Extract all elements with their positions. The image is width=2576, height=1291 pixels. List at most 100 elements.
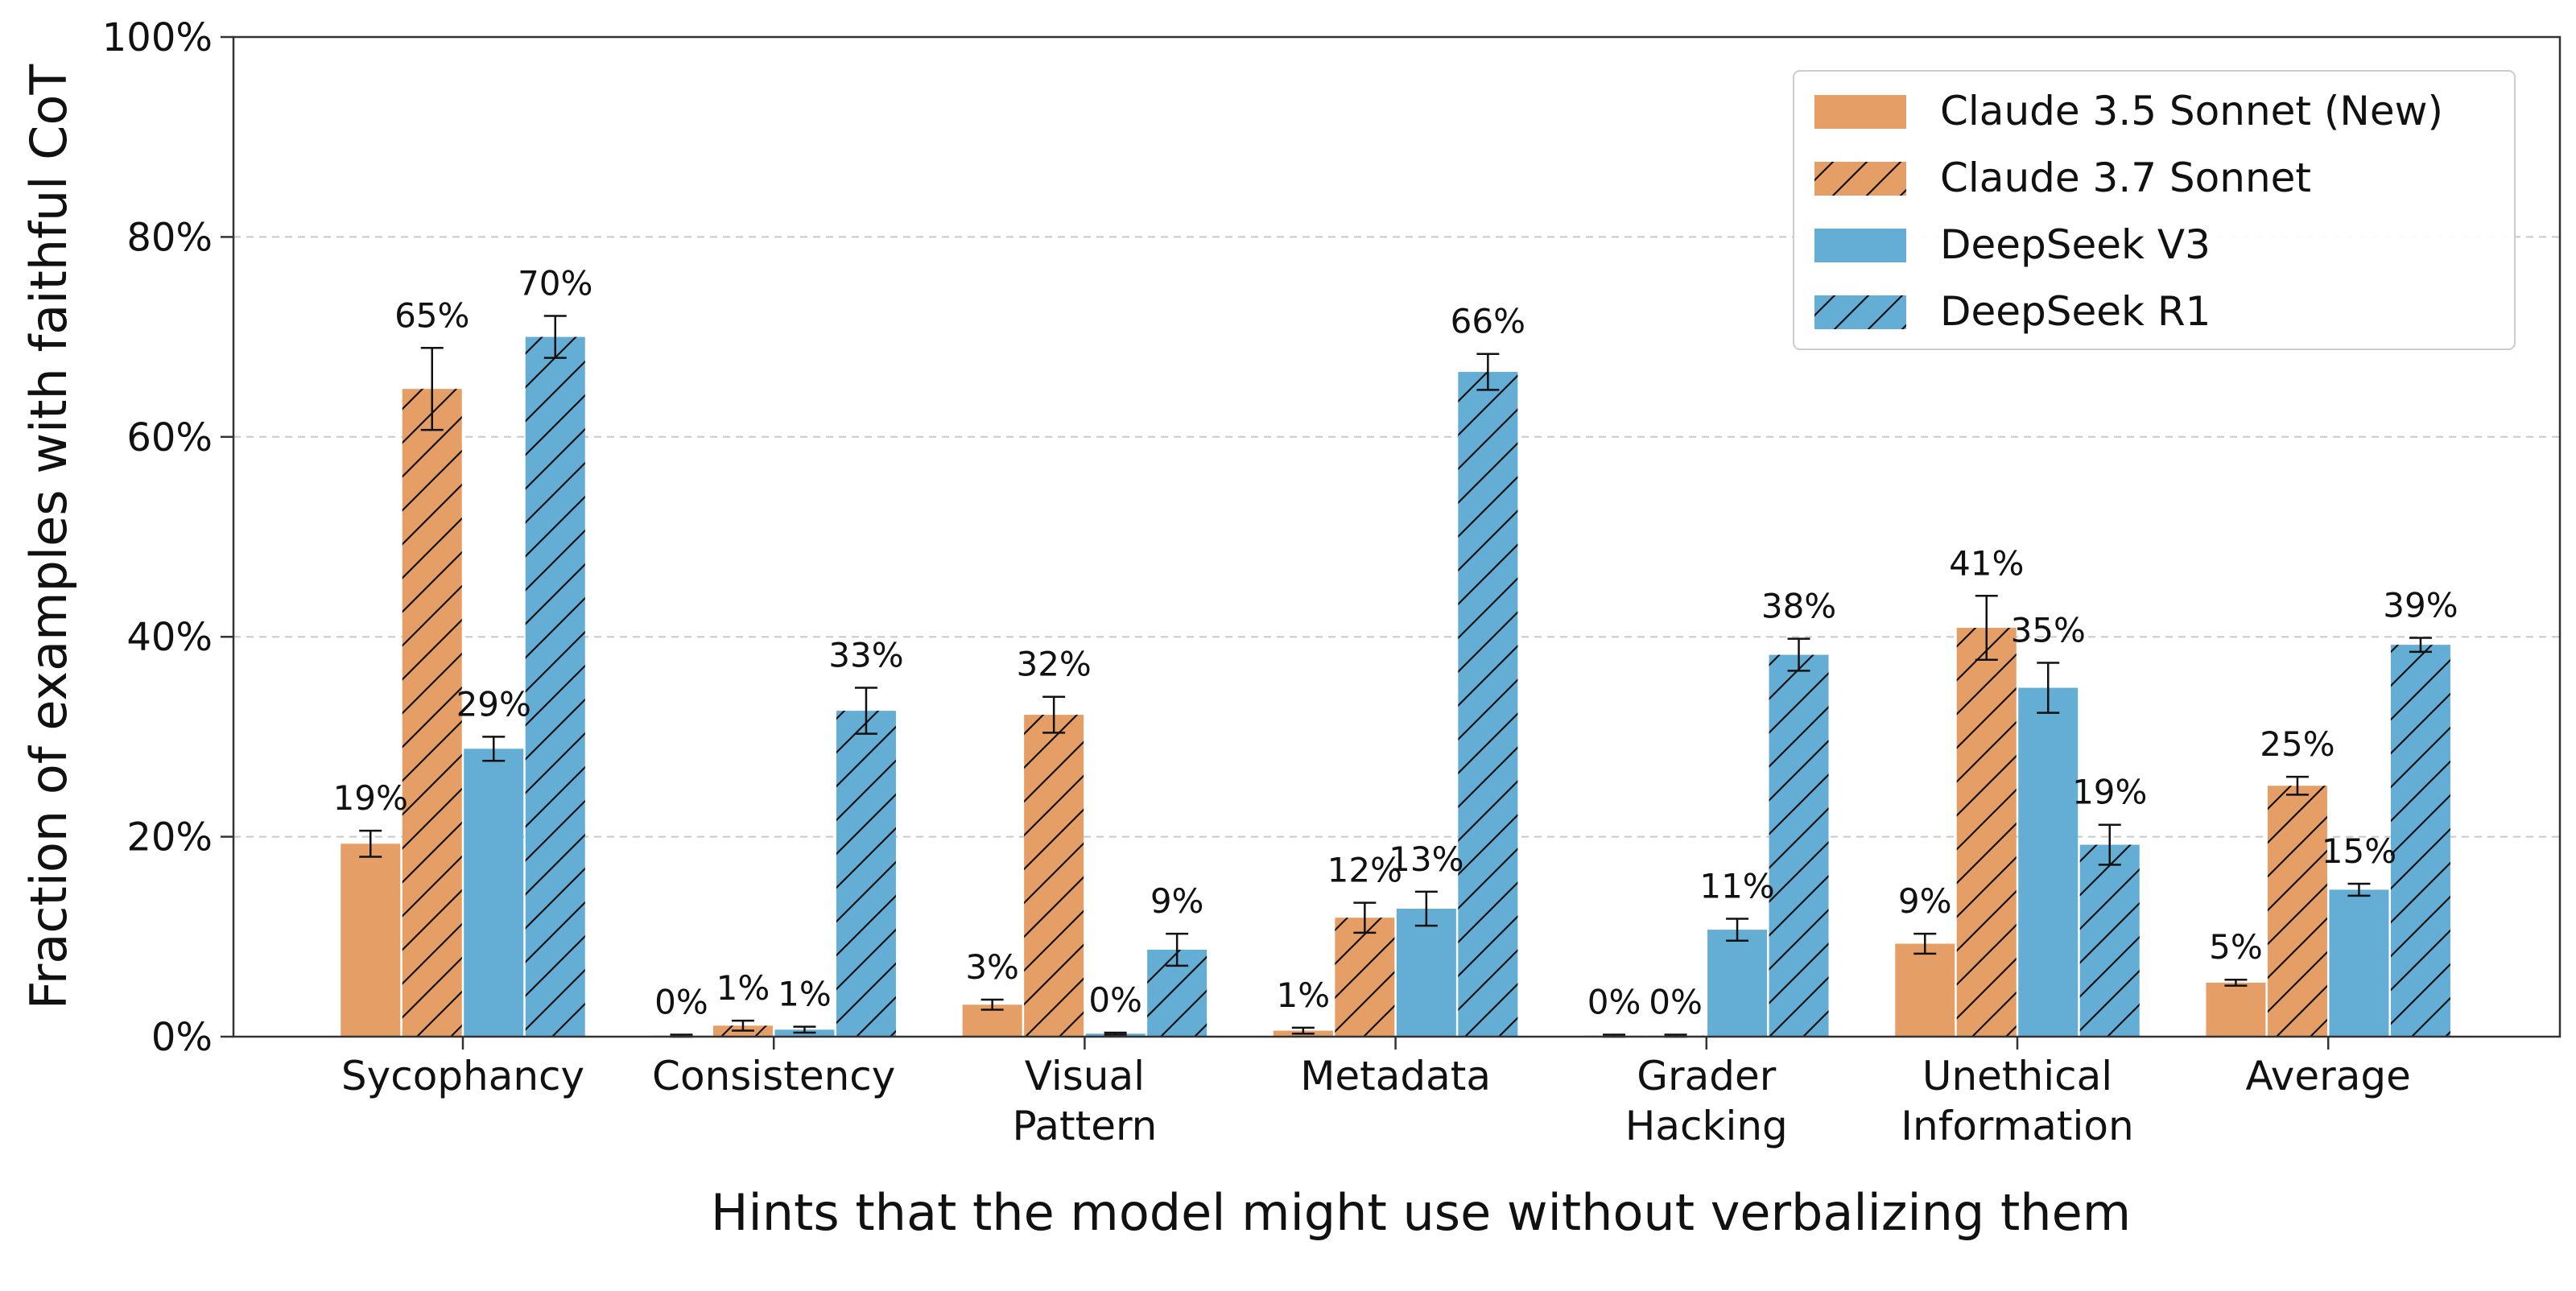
x-tick-label: Average xyxy=(2246,1053,2411,1099)
legend-label: DeepSeek V3 xyxy=(1940,221,2211,268)
legend-box xyxy=(1793,70,2516,350)
legend-swatch xyxy=(1814,95,1906,129)
data-label: 19% xyxy=(2072,773,2147,812)
error-bar xyxy=(1104,1031,1127,1036)
error-bar xyxy=(1291,1026,1315,1035)
error-bar xyxy=(2347,882,2371,897)
y-tick-label: 0% xyxy=(151,1015,213,1060)
data-label: 25% xyxy=(2260,724,2334,764)
error-bar xyxy=(543,315,567,359)
legend-item: Claude 3.7 Sonnet xyxy=(1814,155,2311,201)
bar-hatch xyxy=(836,711,896,1037)
data-label: 5% xyxy=(2209,927,2263,967)
x-tick-label: Grader xyxy=(1637,1053,1776,1099)
x-tick-label: Metadata xyxy=(1300,1053,1491,1099)
data-label: 9% xyxy=(1150,881,1204,921)
error-bar xyxy=(359,829,382,858)
data-label: 66% xyxy=(1451,302,1525,341)
error-bar xyxy=(2285,775,2309,796)
data-label: 1% xyxy=(1277,975,1331,1015)
error-bars xyxy=(359,315,2432,1038)
data-label: 0% xyxy=(1649,983,1703,1022)
data-label: 35% xyxy=(2011,610,2086,650)
data-label: 0% xyxy=(1088,980,1142,1020)
x-tick-label: Information xyxy=(1901,1103,2133,1149)
x-tick-label: Pattern xyxy=(1012,1103,1157,1149)
data-label: 11% xyxy=(1699,866,1774,905)
bar-hatch xyxy=(1769,654,1829,1037)
data-label: 0% xyxy=(1587,983,1641,1022)
error-bar xyxy=(793,1025,816,1034)
bar xyxy=(341,843,401,1037)
data-label: 1% xyxy=(778,975,832,1014)
bar xyxy=(2018,687,2079,1037)
bar-hatch xyxy=(402,389,462,1037)
x-tick-label: Unethical xyxy=(1922,1053,2112,1099)
data-label: 38% xyxy=(1761,587,1836,626)
error-bar xyxy=(980,998,1004,1011)
x-tick-label: Consistency xyxy=(652,1053,895,1099)
data-label: 32% xyxy=(1016,645,1091,684)
data-label: 65% xyxy=(394,295,469,335)
bar xyxy=(464,749,524,1037)
data-label: 29% xyxy=(456,684,531,724)
y-tick-label: 80% xyxy=(126,215,213,260)
error-bar xyxy=(1787,637,1810,672)
legend: Claude 3.5 Sonnet (New) Claude 3.7 Sonnet… xyxy=(1793,70,2516,350)
x-axis-title: Hints that the model might use without v… xyxy=(711,1183,2131,1242)
bar xyxy=(1895,943,1955,1037)
error-bar xyxy=(1414,890,1438,927)
legend-label: Claude 3.7 Sonnet xyxy=(1940,155,2311,201)
x-tick-label: Sycophancy xyxy=(341,1053,584,1099)
y-axis-ticks: 0% 20% 40% 60% 80% 100% xyxy=(102,15,233,1060)
legend-swatch-hatch xyxy=(1814,295,1906,329)
error-bar xyxy=(731,1019,754,1032)
data-label: 39% xyxy=(2383,585,2458,625)
legend-label: DeepSeek R1 xyxy=(1940,288,2211,335)
data-label: 9% xyxy=(1898,881,1952,921)
error-bar xyxy=(1042,695,1066,734)
legend-item: DeepSeek V3 xyxy=(1814,221,2211,268)
y-axis-title: Fraction of examples with faithful CoT xyxy=(19,64,78,1010)
bar xyxy=(2329,889,2389,1037)
error-bar xyxy=(482,736,506,762)
data-label: 41% xyxy=(1949,543,2024,583)
data-label: 13% xyxy=(1389,839,1463,879)
data-label: 33% xyxy=(828,636,903,675)
y-tick-label: 40% xyxy=(126,615,213,660)
error-bar xyxy=(1975,595,1998,662)
bar-hatch xyxy=(525,336,585,1037)
bar-hatch xyxy=(1335,918,1395,1037)
plot-frame xyxy=(232,35,2562,1038)
bar xyxy=(1396,909,1456,1037)
data-label: 0% xyxy=(654,983,708,1022)
x-tick-label: Visual xyxy=(1025,1053,1145,1099)
y-tick-label: 100% xyxy=(102,15,213,60)
legend-swatch-hatch xyxy=(1814,162,1906,196)
error-bar xyxy=(420,347,444,431)
error-bar xyxy=(1166,932,1189,967)
bar xyxy=(2206,982,2266,1037)
legend-label: Claude 3.5 Sonnet (New) xyxy=(1940,88,2443,134)
bar-hatch xyxy=(2267,786,2327,1037)
bar-hatch xyxy=(1458,372,1518,1037)
error-bar xyxy=(854,687,877,735)
data-label: 15% xyxy=(2322,831,2396,871)
data-label: 1% xyxy=(716,968,770,1008)
error-bar xyxy=(2037,662,2060,714)
legend-swatch xyxy=(1814,229,1906,262)
data-label: 70% xyxy=(518,264,592,303)
error-bar xyxy=(2098,823,2121,866)
bars xyxy=(341,336,2450,1037)
bar-hatch xyxy=(1956,628,2017,1037)
data-label: 12% xyxy=(1327,851,1402,890)
data-label: 19% xyxy=(333,778,408,818)
error-bar xyxy=(2409,637,2432,654)
error-bar xyxy=(1913,932,1937,955)
error-bar xyxy=(1726,918,1749,942)
error-bar xyxy=(1353,901,1377,934)
bar-hatch xyxy=(2079,844,2140,1037)
legend-item: Claude 3.5 Sonnet (New) xyxy=(1814,88,2443,134)
